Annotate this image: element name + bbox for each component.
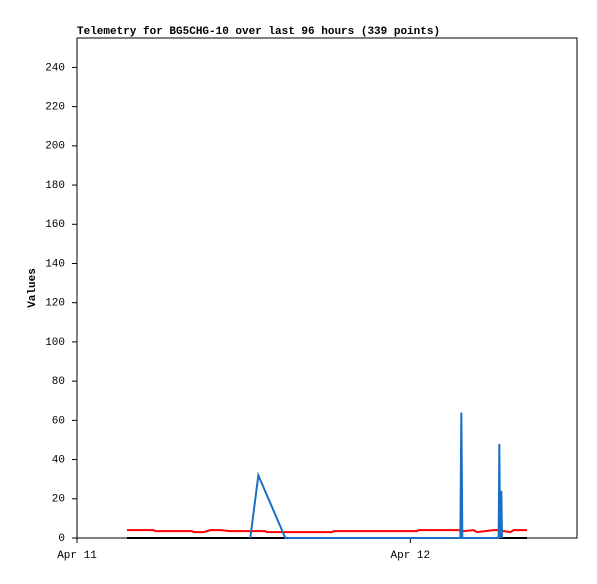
x-tick-label: Apr 12 xyxy=(391,550,431,562)
y-tick-label: 100 xyxy=(45,337,65,349)
x-tick-label: Apr 11 xyxy=(57,550,97,562)
series-line xyxy=(127,529,527,534)
y-tick-label: 120 xyxy=(45,298,65,310)
series-line xyxy=(249,412,503,539)
y-tick-label: 40 xyxy=(52,454,65,466)
y-tick-label: 220 xyxy=(45,102,65,114)
y-axis-label: Values xyxy=(27,268,39,308)
chart-title: Telemetry for BG5CHG-10 over last 96 hou… xyxy=(77,26,440,38)
y-tick-label: 0 xyxy=(58,533,65,545)
y-tick-label: 20 xyxy=(52,494,65,506)
y-tick-label: 140 xyxy=(45,258,65,270)
y-tick-label: 160 xyxy=(45,219,65,231)
y-tick-label: 180 xyxy=(45,180,65,192)
y-tick-label: 240 xyxy=(45,62,65,74)
y-tick-label: 60 xyxy=(52,415,65,427)
y-tick-label: 80 xyxy=(52,376,65,388)
y-tick-label: 200 xyxy=(45,141,65,153)
